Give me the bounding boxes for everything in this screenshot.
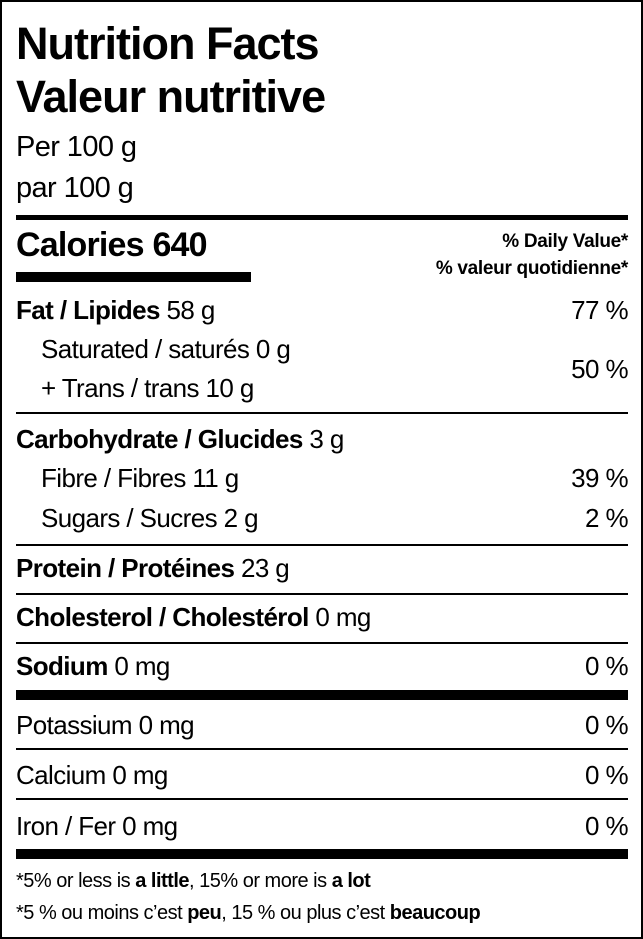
protein-row: Protein / Protéines 23 g: [16, 551, 290, 585]
title-en: Nutrition Facts: [16, 18, 320, 69]
calories-value: 640: [152, 226, 207, 264]
divider-thick: [16, 215, 628, 220]
potassium-dv: 0 %: [584, 710, 629, 740]
saturated-label: Saturated / saturés: [41, 334, 250, 364]
iron-dv: 0 %: [584, 811, 629, 841]
protein-label: Protein / Protéines: [16, 553, 235, 583]
fibre-amount: 11 g: [192, 463, 239, 493]
calories-label: Calories: [16, 226, 145, 264]
title-fr: Valeur nutritive: [16, 71, 326, 122]
protein-amount: 23 g: [240, 553, 290, 583]
calcium-label: Calcium: [16, 760, 106, 790]
carbohydrate-amount: 3 g: [309, 424, 344, 454]
divider: [16, 593, 628, 595]
fibre-label: Fibre / Fibres: [41, 463, 186, 493]
potassium-label: Potassium: [16, 710, 133, 740]
saturated-amount: 0 g: [255, 334, 291, 364]
footnote-text: , 15 % ou plus c’est: [221, 902, 390, 924]
sugars-label: Sugars / Sucres: [41, 503, 218, 533]
carbohydrate-label: Carbohydrate / Glucides: [16, 424, 303, 454]
footnote-text: *5% or less is: [16, 870, 136, 892]
fibre-dv: 39 %: [571, 463, 628, 493]
footnote-bold: a lot: [331, 870, 371, 892]
cholesterol-amount: 0 mg: [315, 602, 371, 632]
divider: [16, 642, 628, 644]
divider: [16, 798, 628, 800]
footnote-bold: peu: [187, 902, 222, 924]
cholesterol-row: Cholesterol / Cholestérol 0 mg: [16, 600, 371, 634]
potassium-amount: 0 mg: [138, 710, 195, 740]
dv-header-en: % Daily Value*: [502, 231, 628, 252]
sodium-row: Sodium 0 mg: [16, 649, 170, 683]
cholesterol-label: Cholesterol / Cholestérol: [16, 602, 309, 632]
fibre-row: Fibre / Fibres 11 g: [41, 461, 239, 495]
sat-trans-dv: 50 %: [571, 354, 628, 384]
calcium-amount: 0 mg: [112, 760, 168, 790]
serving-size-en: Per 100 g: [16, 131, 137, 163]
sodium-dv: 0 %: [584, 651, 629, 681]
iron-label: Iron / Fer: [16, 811, 116, 841]
divider-thick: [16, 690, 628, 700]
sodium-label: Sodium: [16, 651, 108, 681]
fat-dv: 77 %: [571, 295, 628, 325]
footnote-en: *5% or less is a little, 15% or more is …: [16, 867, 371, 895]
calories-bar: [16, 272, 251, 282]
fat-label: Fat / Lipides: [16, 295, 160, 325]
sugars-dv: 2 %: [584, 503, 629, 533]
sugars-amount: 2 g: [223, 503, 259, 533]
carbohydrate-row: Carbohydrate / Glucides 3 g: [16, 422, 344, 456]
sodium-amount: 0 mg: [114, 651, 170, 681]
footnote-bold: a little: [135, 870, 190, 892]
calories: Calories 640: [16, 225, 208, 265]
saturated-row: Saturated / saturés 0 g: [41, 332, 291, 366]
divider-thick: [16, 849, 628, 859]
fat-amount: 58 g: [166, 295, 216, 325]
footnote-fr: *5 % ou moins c’est peu, 15 % ou plus c’…: [16, 899, 481, 927]
iron-row: Iron / Fer 0 mg: [16, 809, 178, 843]
serving-size-fr: par 100 g: [16, 172, 134, 204]
trans-row: + Trans / trans 10 g: [41, 371, 254, 405]
divider: [16, 544, 628, 546]
footnote-text: *5 % ou moins c’est: [16, 902, 188, 924]
footnote-bold: beaucoup: [389, 902, 481, 924]
trans-label: + Trans / trans: [41, 373, 200, 403]
calcium-row: Calcium 0 mg: [16, 758, 168, 792]
divider: [16, 748, 628, 750]
calcium-dv: 0 %: [584, 760, 629, 790]
footnote-text: , 15% or more is: [189, 870, 332, 892]
trans-amount: 10 g: [205, 373, 255, 403]
fat-row: Fat / Lipides 58 g: [16, 293, 215, 327]
potassium-row: Potassium 0 mg: [16, 708, 195, 742]
iron-amount: 0 mg: [122, 811, 178, 841]
divider: [16, 412, 628, 414]
dv-header-fr: % valeur quotidienne*: [435, 258, 628, 279]
sugars-row: Sugars / Sucres 2 g: [41, 501, 259, 535]
